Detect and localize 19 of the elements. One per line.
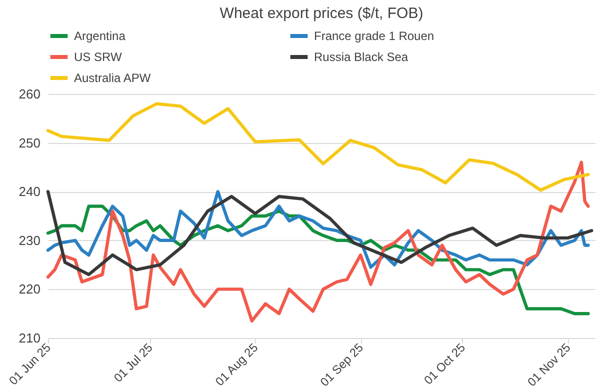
x-tick-label: 01 Nov 25 [524,340,574,390]
x-tick-label: 01 Sep 25 [317,340,366,390]
y-tick-label: 210 [18,330,40,346]
legend-label: France grade 1 Rouen [314,29,434,43]
legend-label: US SRW [74,50,122,64]
x-tick-label: 01 Aug 25 [212,340,261,389]
y-tick-label: 240 [18,184,40,200]
line-series [46,102,590,192]
legend-label: Australia APW [74,71,152,85]
x-tick-label: 01 Jul 25 [111,340,156,385]
x-tick-label: 01 Oct 25 [421,340,468,388]
y-tick-label: 230 [18,232,40,248]
y-tick-label: 260 [18,86,40,102]
line-series [46,160,590,323]
chart-title: Wheat export prices ($/t, FOB) [220,5,424,22]
legend-label: Russia Black Sea [314,50,408,64]
y-tick-label: 220 [18,282,40,297]
legend-label: Argentina [74,29,126,43]
y-tick-label: 250 [18,135,40,150]
